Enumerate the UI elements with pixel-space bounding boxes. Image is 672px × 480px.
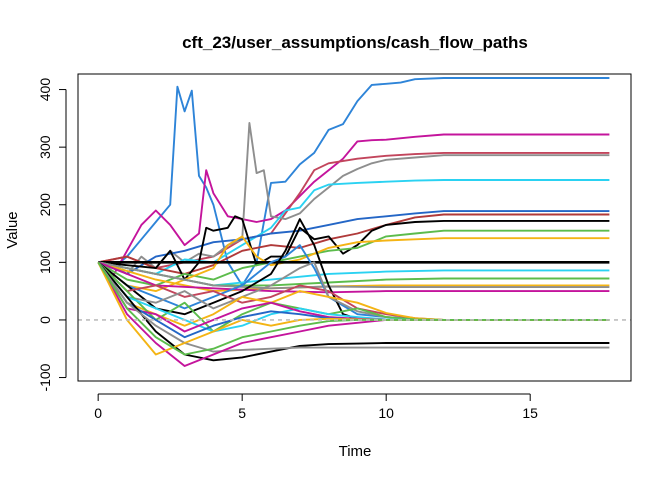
x-tick-label-3: 15	[522, 405, 538, 421]
plot-frame	[77, 73, 632, 382]
series-line-30	[97, 261, 610, 356]
x-tick-label-1: 5	[238, 405, 246, 421]
series-line-8	[98, 215, 610, 281]
chart-title: cft_23/user_assumptions/cash_flow_paths	[182, 33, 528, 52]
y-tick-label-2: 100	[37, 250, 53, 274]
y-axis-label: Value	[4, 211, 21, 248]
series-line-1	[97, 77, 610, 287]
series-line-16	[97, 261, 610, 294]
y-tick-label-1: 0	[37, 316, 53, 324]
y-tick-label-0: -100	[37, 363, 53, 391]
series-line-15	[98, 261, 610, 290]
series-line-27	[97, 261, 610, 353]
axis-layer: 0 5 10 15 -100 0 100 200 300 400	[37, 73, 632, 421]
series-line-26	[97, 261, 610, 362]
y-tick-label-5: 400	[37, 78, 53, 102]
x-axis-label: Time	[339, 443, 372, 460]
x-tick-label-0: 0	[94, 405, 102, 421]
x-tick-label-2: 10	[378, 405, 394, 421]
series-layer	[78, 77, 631, 367]
y-tick-label-4: 300	[37, 135, 53, 159]
y-tick-label-3: 200	[37, 193, 53, 217]
series-line-6	[97, 210, 610, 275]
series-line-2	[97, 133, 610, 278]
